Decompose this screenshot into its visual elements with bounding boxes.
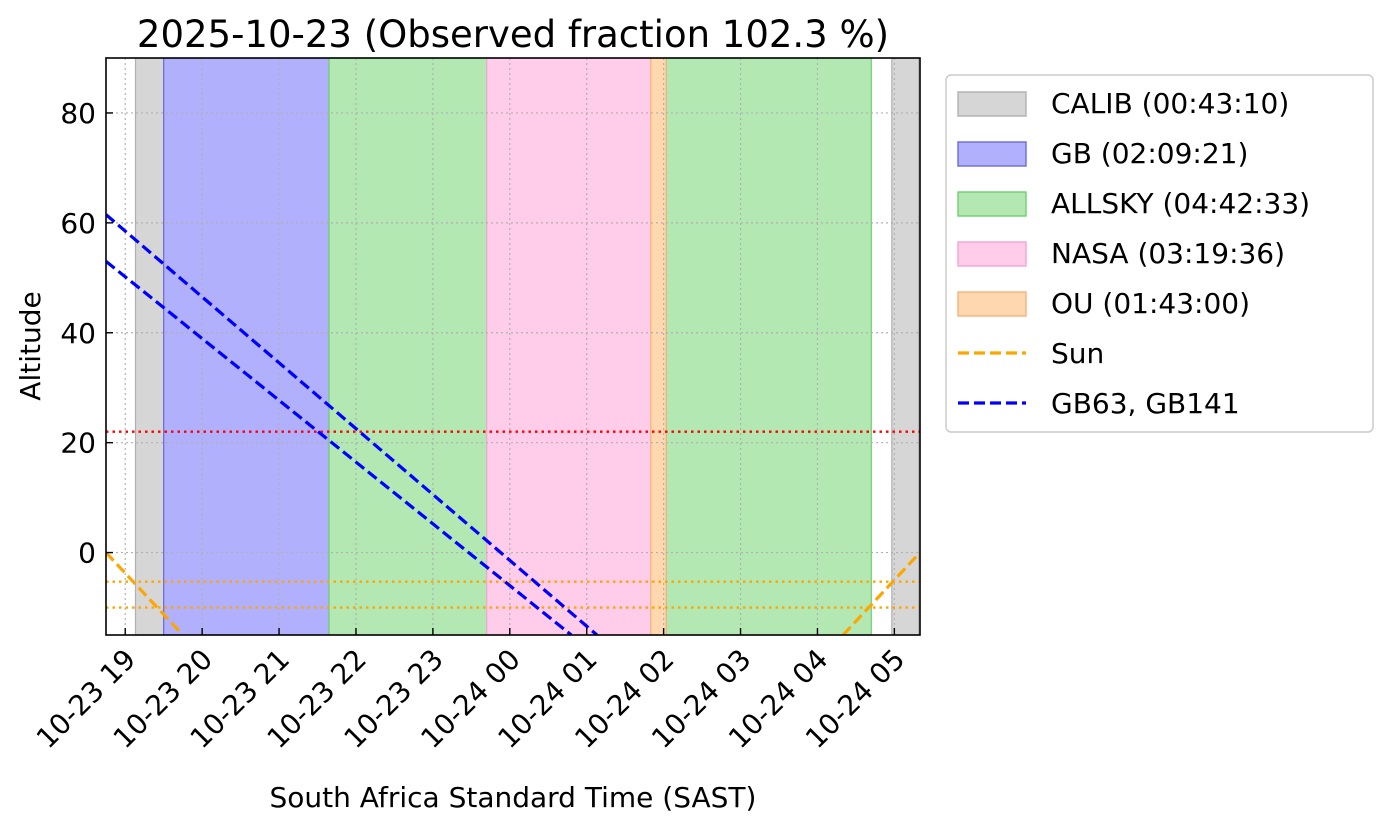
curve-sun-2 bbox=[841, 551, 920, 635]
legend-swatch-allsky bbox=[957, 191, 1027, 217]
y-tick-label-0: 0 bbox=[78, 537, 96, 570]
curve-sun-1 bbox=[106, 551, 185, 635]
legend-label-allsky: ALLSKY (04:42:33) bbox=[1051, 187, 1310, 220]
curve-gb63-gb141-2 bbox=[106, 260, 573, 635]
band-allsky-2 bbox=[665, 58, 872, 635]
legend-label-nasa: NASA (03:19:36) bbox=[1051, 237, 1285, 270]
y-tick-label-20: 20 bbox=[60, 427, 96, 460]
band-allsky-1 bbox=[328, 58, 488, 635]
threshold-lines bbox=[106, 430, 920, 609]
y-tick-label-40: 40 bbox=[60, 317, 96, 350]
x-axis-label: South Africa Standard Time (SAST) bbox=[270, 781, 757, 814]
altitude-curves bbox=[106, 213, 920, 635]
legend-label-ou: OU (01:43:00) bbox=[1051, 287, 1250, 320]
curve-gb63-gb141-1 bbox=[106, 213, 599, 635]
legend: CALIB (00:43:10) GB (02:09:21) ALLSKY (04:… bbox=[945, 74, 1374, 433]
band-calib-2 bbox=[891, 58, 920, 635]
band-calib-1 bbox=[134, 58, 165, 635]
y-axis-ticks: 0 20 40 60 80 bbox=[60, 97, 113, 570]
legend-swatch-calib bbox=[957, 91, 1027, 117]
legend-label-calib: CALIB (00:43:10) bbox=[1051, 87, 1289, 120]
legend-box bbox=[945, 74, 1374, 433]
plot-frame bbox=[105, 57, 921, 636]
legend-swatch-nasa bbox=[957, 241, 1027, 267]
legend-swatch-ou bbox=[957, 291, 1027, 317]
band-gb-1 bbox=[163, 58, 330, 635]
legend-label-sun: Sun bbox=[1051, 337, 1104, 370]
y-axis-label: Altitude bbox=[14, 291, 47, 400]
legend-label-gb63-gb141: GB63, GB141 bbox=[1051, 387, 1240, 420]
band-nasa-1 bbox=[486, 58, 652, 635]
chart-title: 2025-10-23 (Observed fraction 102.3 %) bbox=[137, 13, 889, 56]
observation-bands bbox=[134, 58, 920, 635]
y-tick-label-80: 80 bbox=[60, 97, 96, 130]
band-ou-1 bbox=[650, 58, 667, 635]
legend-label-gb: GB (02:09:21) bbox=[1051, 137, 1248, 170]
legend-swatch-gb bbox=[957, 141, 1027, 167]
y-tick-label-60: 60 bbox=[60, 207, 96, 240]
